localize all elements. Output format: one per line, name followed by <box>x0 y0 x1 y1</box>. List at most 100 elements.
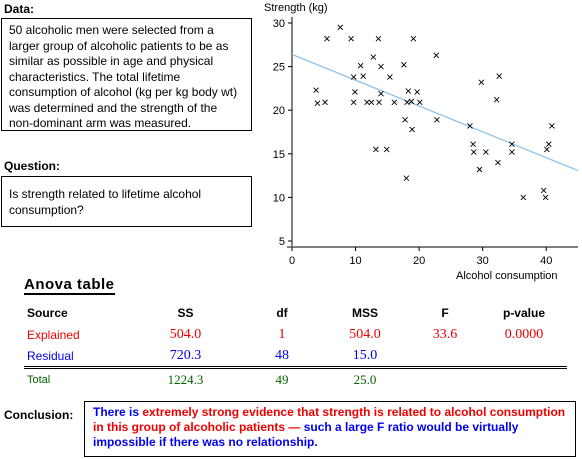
anova-title: Anova table <box>24 276 115 295</box>
data-point <box>509 149 515 155</box>
data-point <box>324 35 330 42</box>
y-tick-label: 25 <box>273 62 285 74</box>
data-point <box>478 79 485 86</box>
data-label: Data: <box>4 2 35 16</box>
data-point <box>405 88 412 94</box>
conclusion-text-part3: such a large F ratio would be virtually … <box>93 420 519 449</box>
data-point <box>391 99 398 106</box>
data-point <box>409 126 415 133</box>
ss-cell: 720.3 <box>169 347 202 363</box>
data-point <box>433 52 440 59</box>
f-cell <box>409 366 481 390</box>
source-cell: Total <box>24 366 128 390</box>
header-mss: MSS <box>351 306 378 320</box>
scatter-plot: Strength (kg) Alcohol consumption 5 10 15 2… <box>264 2 579 282</box>
anova-row-explained: Explained 504.0 1 504.0 33.6 0.0000 <box>24 324 567 345</box>
header-ss: SS <box>177 306 194 320</box>
mss-cell: 15.0 <box>352 347 378 363</box>
data-point <box>467 123 473 129</box>
data-point <box>542 194 549 201</box>
y-tick-label: 30 <box>273 18 285 30</box>
anova-row-residual: Residual 720.3 48 15.0 <box>24 345 567 368</box>
data-point <box>549 123 555 129</box>
data-point <box>368 99 375 106</box>
df-cell: 48 <box>275 347 289 363</box>
x-tick-label: 10 <box>349 255 361 267</box>
source-cell: Explained <box>27 327 80 342</box>
data-point <box>364 99 370 106</box>
data-point <box>352 89 358 95</box>
data-point <box>476 166 483 173</box>
data-point <box>378 63 384 70</box>
data-point <box>350 99 357 106</box>
y-axis-label: Strength (kg) <box>264 2 328 14</box>
y-tick-label: 5 <box>279 236 285 248</box>
question-text: Is strength related to lifetime alcohol … <box>9 187 202 217</box>
anova-table: Source SS df MSS F p-value Explained 504… <box>24 302 567 390</box>
data-point <box>470 149 477 155</box>
y-tick-label: 15 <box>273 149 285 161</box>
data-point <box>401 62 407 68</box>
df-cell: 49 <box>243 366 321 390</box>
x-tick-label: 40 <box>540 255 552 267</box>
data-point <box>540 187 547 194</box>
df-cell: 1 <box>278 326 286 342</box>
data-point <box>322 99 328 106</box>
data-point <box>403 175 410 182</box>
header-p-value: p-value <box>502 306 545 320</box>
anova-header-row: Source SS df MSS F p-value <box>24 302 567 324</box>
regression-line <box>291 53 579 172</box>
mss-cell: 25.0 <box>321 366 409 390</box>
conclusion-text-part1: There is <box>93 405 143 419</box>
data-point <box>350 74 357 80</box>
data-point <box>360 73 367 80</box>
data-point <box>496 73 503 80</box>
data-point <box>387 74 393 80</box>
data-point <box>373 146 379 153</box>
data-point <box>410 35 417 42</box>
y-tick-label: 20 <box>273 105 285 117</box>
data-point <box>348 35 354 42</box>
data-description-text: 50 alcoholic men were selected from a la… <box>9 23 238 130</box>
data-point <box>404 99 410 106</box>
data-point <box>376 99 382 106</box>
p-value-cell <box>481 345 567 368</box>
data-point <box>370 54 377 60</box>
f-cell <box>409 345 481 368</box>
data-point <box>402 116 408 123</box>
data-description-box: 50 alcoholic men were selected from a la… <box>1 18 252 131</box>
data-point <box>493 96 500 103</box>
data-point <box>313 87 319 93</box>
data-point <box>470 141 476 148</box>
header-source: Source <box>27 306 68 320</box>
p-value-cell <box>481 366 567 390</box>
conclusion-label: Conclusion: <box>4 408 74 422</box>
ss-cell: 1224.3 <box>128 366 243 390</box>
data-point <box>357 62 364 69</box>
header-f: F <box>441 306 449 320</box>
x-axis-label: Alcohol consumption <box>456 270 558 282</box>
data-point <box>495 159 501 166</box>
p-value-cell: 0.0000 <box>504 326 544 342</box>
question-box: Is strength related to lifetime alcohol … <box>1 176 252 227</box>
conclusion-text-part2: extremely strong evidence that strength … <box>93 405 566 434</box>
x-tick-label: 0 <box>289 255 295 267</box>
data-point <box>314 100 321 107</box>
data-point <box>414 89 421 95</box>
conclusion-box: There is extremely strong evidence that … <box>84 401 576 457</box>
source-cell: Residual <box>27 348 74 363</box>
question-label: Question: <box>4 159 60 173</box>
y-tick-label: 10 <box>273 192 285 204</box>
data-point <box>375 35 382 42</box>
data-point <box>416 99 423 106</box>
data-point <box>545 141 552 148</box>
data-point <box>483 149 489 155</box>
data-point <box>544 146 550 153</box>
ss-cell: 504.0 <box>169 326 202 342</box>
x-tick-label: 30 <box>477 255 489 267</box>
mss-cell: 504.0 <box>349 326 381 342</box>
data-point <box>509 141 515 148</box>
f-cell: 33.6 <box>432 326 458 342</box>
data-point <box>383 146 390 153</box>
data-point <box>408 98 415 105</box>
